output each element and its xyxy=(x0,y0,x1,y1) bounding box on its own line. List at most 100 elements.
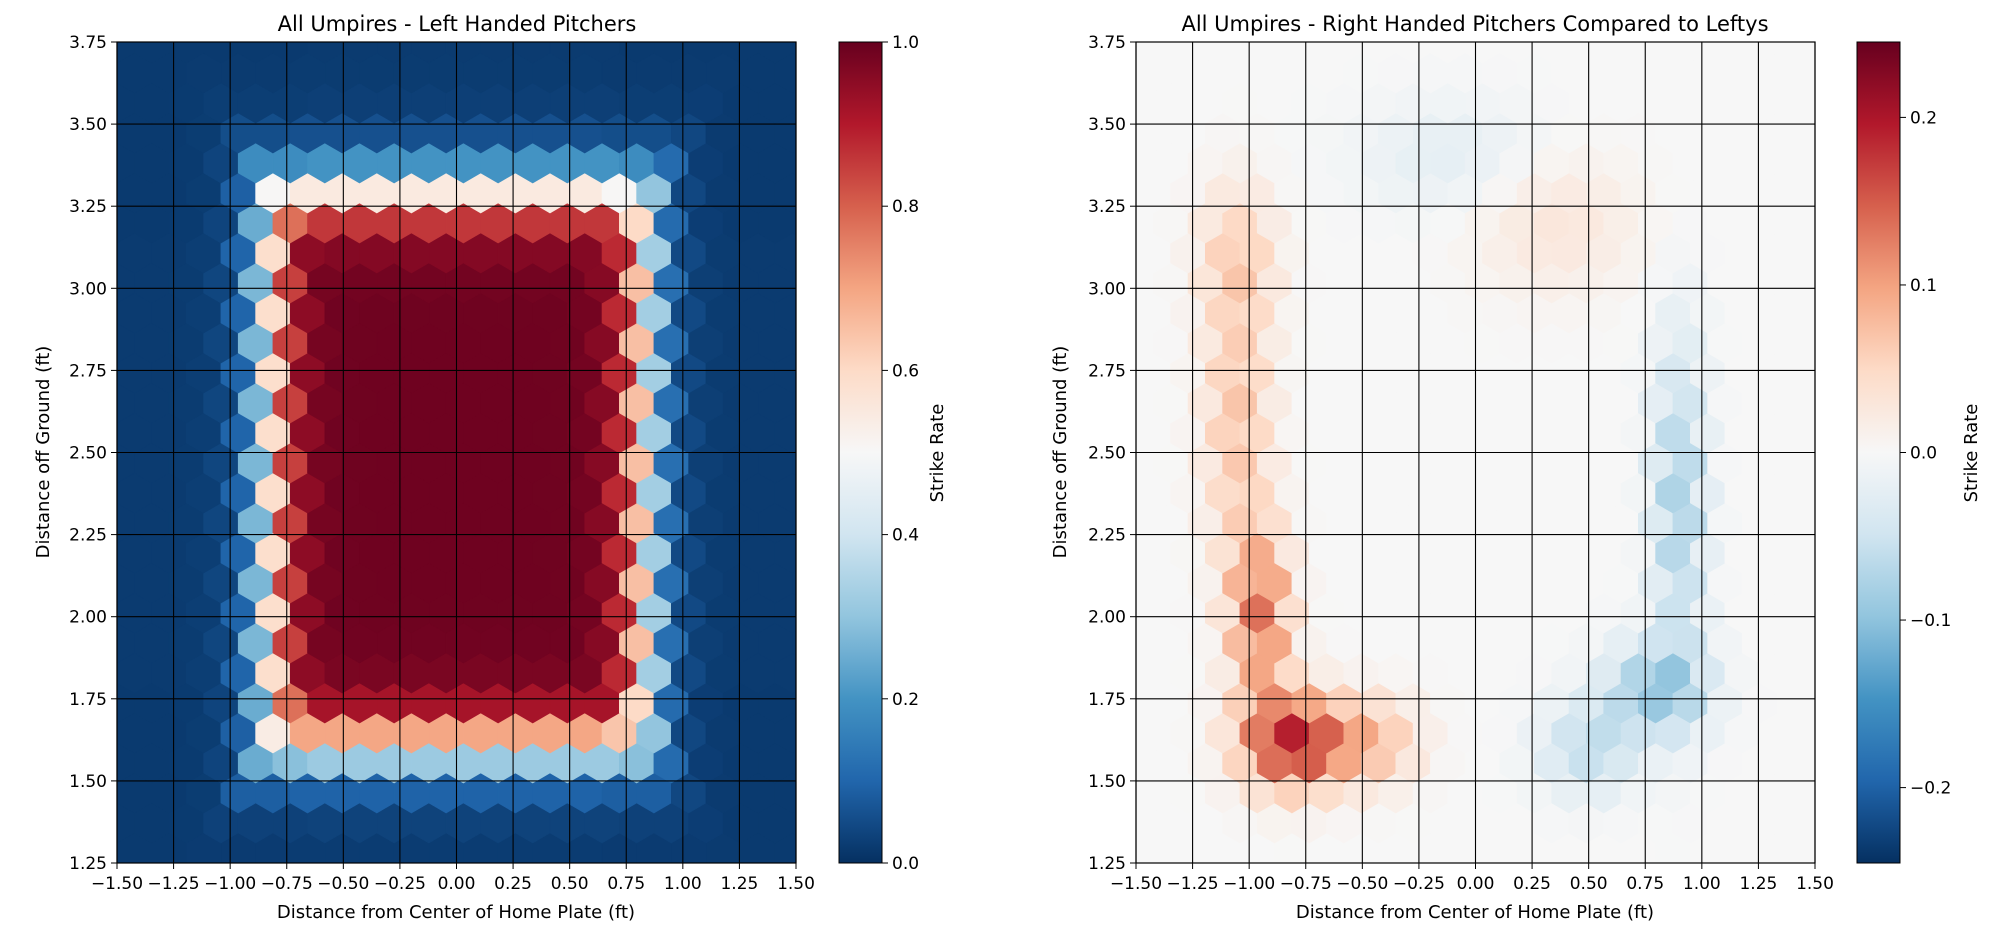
right-colorbar-ticks: −0.2 −0.1 0.0 0.1 0.2 xyxy=(1900,108,1951,799)
y-tick-label: 1.25 xyxy=(69,854,107,874)
hexbin-cell xyxy=(1811,90,1815,116)
hexbin-cell xyxy=(1084,563,1119,603)
hexbin-cell xyxy=(792,450,796,476)
x-tick-label: 0.50 xyxy=(1570,874,1608,894)
hexbin-cell xyxy=(1084,383,1119,423)
hexbin-cell xyxy=(1811,810,1815,836)
left-gridlines xyxy=(116,41,797,864)
x-tick-label: 1.00 xyxy=(664,874,702,894)
hexbin-cell xyxy=(792,330,796,356)
hexbin-cell xyxy=(1811,570,1815,596)
hexbin-cell xyxy=(1430,42,1466,64)
hexbin-cell xyxy=(65,563,100,603)
hexbin-cell xyxy=(1776,42,1812,64)
hexbin-cell xyxy=(1187,42,1223,64)
hexbin-cell xyxy=(65,143,100,183)
hexbin-cell xyxy=(1395,42,1431,64)
hexbin-cell xyxy=(1811,450,1815,476)
right-x-axis-label: Distance from Center of Home Plate (ft) xyxy=(1296,902,1654,923)
x-tick-label: −1.00 xyxy=(204,874,256,894)
hexbin-cell xyxy=(1084,143,1119,183)
hexbin-cell xyxy=(792,390,796,416)
y-tick-label: 1.75 xyxy=(1088,690,1126,710)
hexbin-cell xyxy=(341,42,378,64)
right-hexbin-cells xyxy=(1084,42,1815,863)
x-tick-label: 0.50 xyxy=(551,874,589,894)
y-tick-label: 2.25 xyxy=(1088,526,1126,546)
hexbin-cell xyxy=(272,42,308,64)
left-colorbar-label: Strike Rate xyxy=(927,404,948,503)
hexbin-cell xyxy=(792,690,796,716)
x-tick-label: −0.25 xyxy=(1393,874,1445,894)
x-tick-label: 0.75 xyxy=(1626,874,1664,894)
hexbin-cell xyxy=(1811,630,1815,656)
right-colorbar-label: Strike Rate xyxy=(1961,404,1982,503)
y-tick-label: 2.00 xyxy=(69,608,107,628)
y-tick-label: 3.50 xyxy=(1088,115,1126,135)
hexbin-cell xyxy=(1136,482,1137,504)
left-y-axis-label: Distance off Ground (ft) xyxy=(33,346,54,559)
hexbin-cell xyxy=(792,150,796,176)
hexbin-cell xyxy=(1568,42,1604,64)
y-tick-label: 3.00 xyxy=(69,279,107,299)
colorbar-tick-label: 0.6 xyxy=(892,361,919,381)
hexbin-cell xyxy=(1811,270,1815,296)
x-tick-label: −1.50 xyxy=(91,874,143,894)
hexbin-cell xyxy=(757,42,793,64)
hexbin-cell xyxy=(1741,42,1778,64)
left-chart-title: All Umpires - Left Handed Pitchers xyxy=(278,12,637,36)
hexbin-cell xyxy=(307,42,343,64)
x-tick-label: 0.00 xyxy=(1457,874,1495,894)
y-tick-label: 2.00 xyxy=(1088,608,1126,628)
y-tick-label: 3.50 xyxy=(69,115,107,135)
left-chart: All Umpires - Left Handed Pitchers −1.50… xyxy=(33,12,948,923)
y-tick-label: 2.75 xyxy=(1088,361,1126,381)
colorbar-tick-label: 0.1 xyxy=(1910,276,1937,296)
hexbin-cell xyxy=(65,383,100,423)
hexbin-cell xyxy=(792,630,796,656)
hexbin-cell xyxy=(1136,722,1137,744)
x-tick-label: 0.00 xyxy=(438,874,476,894)
colorbar-tick-label: 0.2 xyxy=(892,690,919,710)
hexbin-cell xyxy=(1360,42,1397,64)
y-tick-label: 3.00 xyxy=(1088,279,1126,299)
right-gridlines xyxy=(1135,41,1816,864)
y-tick-label: 1.50 xyxy=(1088,772,1126,792)
hexbin-cell xyxy=(792,570,796,596)
hexbin-cell xyxy=(117,722,118,744)
left-x-ticks: −1.50 −1.25 −1.00 −0.75 −0.50 −0.25 0.00 0.25 0.… xyxy=(91,863,815,894)
x-tick-label: 0.25 xyxy=(494,874,532,894)
right-colorbar xyxy=(1856,41,1901,864)
y-tick-label: 3.25 xyxy=(69,197,107,217)
x-tick-label: −1.25 xyxy=(1167,874,1219,894)
hexbin-cell xyxy=(480,42,516,64)
right-y-axis-label: Distance off Ground (ft) xyxy=(1050,346,1071,559)
x-tick-label: 1.25 xyxy=(1739,874,1777,894)
left-y-ticks: 1.25 1.50 1.75 2.00 2.25 2.50 2.75 3.00 3.25 3.50… xyxy=(69,33,117,874)
hexbin-cell xyxy=(549,42,586,64)
hexbin-cell xyxy=(792,90,796,116)
hexbin-cell xyxy=(1136,62,1137,84)
hexbin-cell xyxy=(1811,330,1815,356)
hexbin-cell xyxy=(1084,623,1119,663)
hexbin-cell xyxy=(792,42,796,56)
hexbin-cell xyxy=(1499,42,1535,64)
hexbin-cell xyxy=(1326,42,1362,64)
hexbin-cell xyxy=(376,42,412,64)
y-tick-label: 2.50 xyxy=(1088,444,1126,464)
hexbin-cell xyxy=(1707,42,1743,64)
x-tick-label: 1.25 xyxy=(720,874,758,894)
hexbin-cell xyxy=(688,42,724,64)
colorbar-tick-label: 1.0 xyxy=(892,33,919,53)
colorbar-tick-label: 0.2 xyxy=(1910,108,1937,128)
hexbin-cell xyxy=(792,270,796,296)
hexbin-cell xyxy=(1084,803,1119,843)
hexbin-cell xyxy=(792,810,796,836)
x-tick-label: −0.25 xyxy=(374,874,426,894)
hexbin-cell xyxy=(117,482,118,504)
hexbin-cell xyxy=(117,42,135,64)
x-tick-label: −1.25 xyxy=(148,874,200,894)
hexbin-cell xyxy=(117,242,118,264)
colorbar-tick-label: 0.0 xyxy=(1910,444,1937,464)
colorbar-tick-label: −0.1 xyxy=(1910,611,1951,631)
